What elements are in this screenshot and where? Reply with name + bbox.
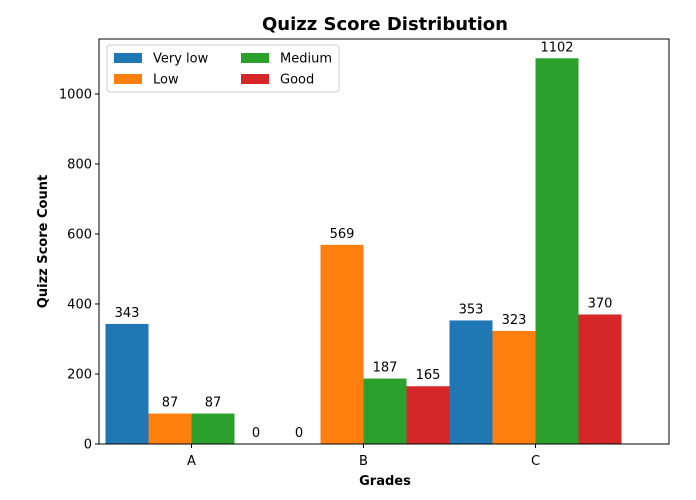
data-label-medium-c: 1102 (540, 40, 573, 55)
data-label-low-b: 569 (330, 227, 355, 242)
data-label-medium-b: 187 (373, 361, 398, 376)
x-axis-label: Grades (359, 474, 411, 489)
x-tick-label-b: B (359, 454, 368, 469)
data-label-very-low-c: 353 (459, 302, 484, 317)
y-axis-label: Quizz Score Count (36, 175, 51, 308)
y-tick-label-1000: 1000 (59, 87, 92, 102)
bars-group (105, 58, 622, 444)
legend-label-good: Good (280, 73, 314, 88)
legend-label-medium: Medium (280, 52, 332, 67)
chart-title: Quizz Score Distribution (262, 14, 508, 35)
legend-swatch-very-low (114, 53, 142, 63)
bar-low-b (320, 244, 364, 444)
x-axis: A B C (187, 444, 540, 469)
bar-medium-b (363, 378, 407, 444)
plot-frame (98, 38, 670, 445)
y-tick-label-0: 0 (84, 438, 92, 453)
data-label-medium-a: 87 (205, 396, 222, 411)
bar-good-b (406, 386, 450, 444)
bar-medium-a (191, 413, 235, 444)
data-label-low-a: 87 (162, 396, 179, 411)
data-label-very-low-a: 343 (115, 306, 140, 321)
y-tick-label-600: 600 (67, 227, 92, 242)
data-label-extra-very-low-b: 0 (295, 426, 303, 441)
data-label-good-c: 370 (588, 296, 613, 311)
x-tick-label-a: A (187, 454, 196, 469)
bar-very-low-c (449, 320, 493, 444)
bar-very-low-a (105, 323, 149, 444)
bar-low-a (148, 413, 192, 444)
legend-box (106, 44, 340, 93)
legend-swatch-medium (241, 53, 269, 63)
data-label-good-b: 165 (416, 368, 441, 383)
bar-medium-c (535, 58, 579, 444)
data-labels-group: 343 353 87 569 323 87 187 1102 0 165 370 0 (115, 40, 613, 441)
data-label-good-a: 0 (252, 426, 260, 441)
y-tick-label-200: 200 (67, 367, 92, 382)
legend: Very low Low Medium Good (106, 44, 340, 93)
legend-label-low: Low (153, 73, 179, 88)
y-tick-label-800: 800 (67, 157, 92, 172)
y-axis: 0 200 400 600 800 1000 (59, 87, 99, 453)
data-label-low-c: 323 (502, 313, 527, 328)
legend-swatch-good (241, 74, 269, 84)
bar-low-c (492, 330, 536, 444)
y-tick-label-400: 400 (67, 297, 92, 312)
bar-good-c (578, 314, 622, 444)
legend-swatch-low (114, 74, 142, 84)
legend-label-very-low: Very low (153, 52, 209, 67)
x-tick-label-c: C (531, 454, 540, 469)
